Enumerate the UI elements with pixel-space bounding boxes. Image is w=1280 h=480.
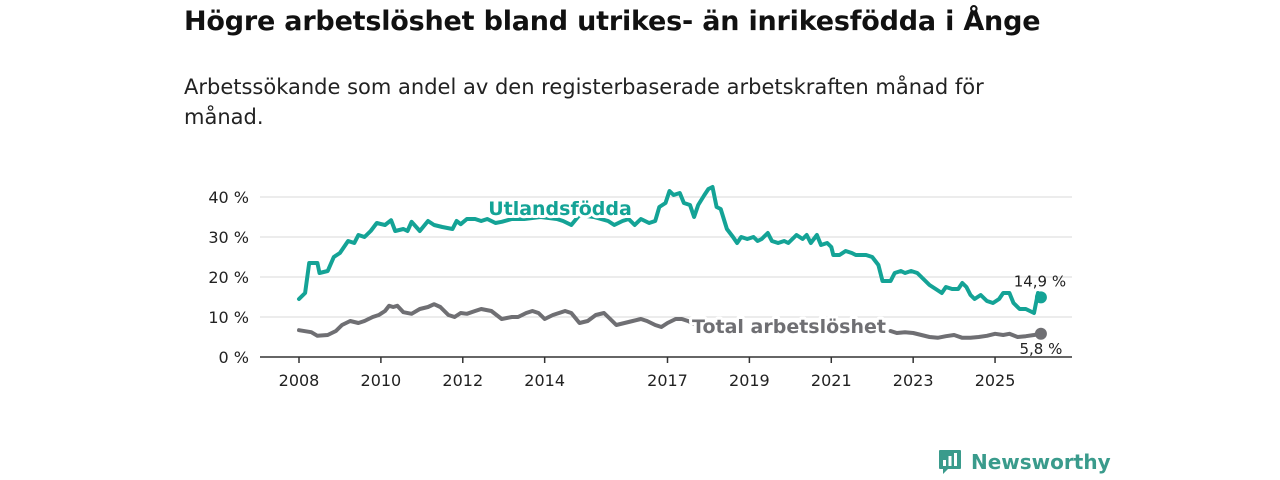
- x-tick-label: 2010: [361, 371, 402, 390]
- utlandsfodda-end-value: 14,9 %: [1014, 272, 1066, 290]
- y-tick-label: 40 %: [208, 188, 249, 207]
- x-tick-label: 2014: [524, 371, 565, 390]
- total-end-point: [1034, 327, 1047, 340]
- total-series-label-halo: Total arbetslöshet: [692, 316, 886, 338]
- y-tick-label: 10 %: [208, 308, 249, 327]
- utlandsfodda-line: [297, 185, 1043, 315]
- total-line: [297, 302, 699, 338]
- chart-title: Högre arbetslöshet bland utrikes- än inr…: [184, 6, 1041, 37]
- brand-name: Newsworthy: [971, 450, 1111, 474]
- y-tick-label: 20 %: [208, 268, 249, 287]
- newsworthy-logo-icon: [939, 450, 961, 474]
- x-tick-label: 2025: [975, 371, 1016, 390]
- total-series-label: Total arbetslöshet: [692, 316, 886, 338]
- x-tick-label: 2023: [893, 371, 934, 390]
- x-tick-label: 2008: [279, 371, 320, 390]
- x-tick-label: 2021: [811, 371, 852, 390]
- x-tick-label: 2017: [647, 371, 688, 390]
- y-tick-label: 0 %: [219, 348, 249, 367]
- y-tick-label: 30 %: [208, 228, 249, 247]
- total-line: [888, 329, 1043, 340]
- utlandsfodda-end-point: [1034, 291, 1047, 304]
- brand-logo: Newsworthy: [938, 449, 1111, 475]
- x-tick-label: 2019: [729, 371, 770, 390]
- utlandsfodda-series-label: Utlandsfödda: [488, 198, 632, 220]
- chart-subtitle: Arbetssökande som andel av den registerb…: [184, 75, 984, 129]
- total-end-value: 5,8 %: [1019, 340, 1062, 358]
- x-tick-label: 2012: [442, 371, 483, 390]
- utlandsfodda-series-label-halo: Utlandsfödda: [488, 198, 632, 220]
